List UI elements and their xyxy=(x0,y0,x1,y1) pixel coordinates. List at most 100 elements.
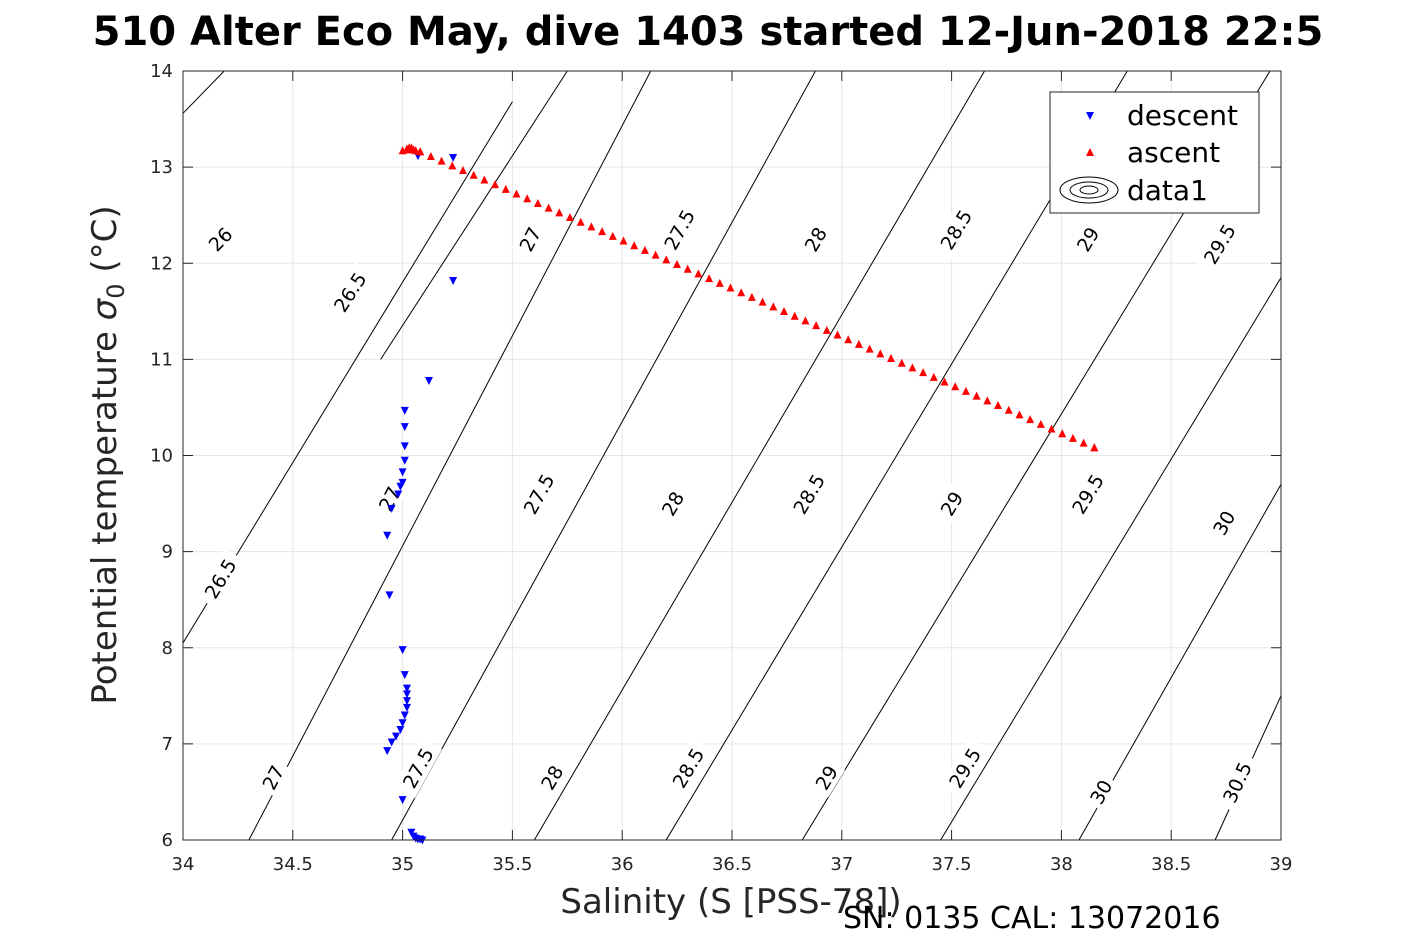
contour-label-bg xyxy=(533,757,571,798)
ascent-point xyxy=(1036,419,1045,428)
ascent-point xyxy=(790,311,799,320)
y-tick-label: 7 xyxy=(162,734,173,755)
ascent-point xyxy=(929,372,938,381)
x-tick-label: 39 xyxy=(1270,854,1293,875)
ascent-point xyxy=(469,170,478,179)
contour-label-bg xyxy=(195,548,246,609)
descent-point xyxy=(392,732,401,741)
contour-label-group: 30 xyxy=(1082,772,1120,812)
descent-point xyxy=(402,690,411,699)
ascent-point xyxy=(555,208,564,217)
ascent-point xyxy=(426,151,435,160)
descent-point xyxy=(402,703,411,712)
x-tick-label: 38.5 xyxy=(1151,854,1191,875)
descent-point xyxy=(398,719,407,728)
ascent-point xyxy=(598,227,607,236)
contour-line-26.5 xyxy=(380,70,568,360)
descent-point xyxy=(400,671,409,680)
contour-label-bg xyxy=(940,737,990,799)
ascent-point xyxy=(533,198,542,207)
contour-line-29.5 xyxy=(940,277,1282,841)
x-tick-label: 38 xyxy=(1050,854,1073,875)
y-tick-label: 9 xyxy=(162,542,173,563)
y-tick-label: 12 xyxy=(150,253,173,274)
legend-ascent-label: ascent xyxy=(1127,136,1220,169)
contour-line-26.5 xyxy=(182,101,513,644)
ascent-point xyxy=(983,396,992,405)
ascent-point xyxy=(887,354,896,363)
legend-ascent-marker xyxy=(1086,148,1094,156)
ascent-point xyxy=(630,241,639,250)
ascent-point xyxy=(715,278,724,287)
ascent-point xyxy=(448,161,457,170)
descent-point xyxy=(449,277,458,286)
y-tick-label: 8 xyxy=(162,638,173,659)
serial-calibration-note: SN: 0135 CAL: 13072016 xyxy=(843,901,1221,936)
ascent-point xyxy=(458,166,467,175)
ascent-point xyxy=(1047,424,1056,433)
contour-label-bg xyxy=(1194,213,1245,275)
x-tick-label: 37.5 xyxy=(932,854,972,875)
ascent-point xyxy=(769,302,778,311)
descent-point xyxy=(396,482,405,491)
descent-point xyxy=(387,738,396,747)
ascent-point xyxy=(726,283,735,292)
descent-point xyxy=(449,154,458,163)
y-tick-label: 6 xyxy=(162,830,173,851)
ascent-point xyxy=(480,175,489,184)
y-tick-label: 14 xyxy=(150,61,173,82)
x-tick-label: 36.5 xyxy=(712,854,752,875)
contour-line-27.5 xyxy=(391,70,816,841)
ascent-point xyxy=(501,184,510,193)
ascent-point xyxy=(854,339,863,348)
contour-label-bg xyxy=(807,757,845,798)
ascent-point xyxy=(1058,429,1067,438)
descent-point xyxy=(398,646,407,655)
x-tick-label: 36 xyxy=(611,854,634,875)
contour-label-bg xyxy=(655,199,704,260)
ascent-point xyxy=(844,335,853,344)
contour-label-bg xyxy=(797,219,834,260)
ascent-point xyxy=(972,391,981,400)
legend-contour-marker xyxy=(1059,176,1119,204)
ascent-point xyxy=(812,321,821,330)
ascent-point xyxy=(940,377,949,386)
ascent-point xyxy=(1068,433,1077,442)
contour-label-bg xyxy=(663,737,713,799)
ascent-point xyxy=(565,213,574,222)
legend: descent ascent data1 xyxy=(1049,91,1260,214)
descent-point xyxy=(400,442,409,451)
descent-point xyxy=(383,531,392,540)
contour-label-bg xyxy=(1062,463,1113,525)
ascent-point xyxy=(683,264,692,273)
data-series xyxy=(383,143,1099,845)
y-axis-label: Potential temperature σ0 (°C) xyxy=(85,205,130,704)
descent-point xyxy=(383,747,392,756)
descent-point xyxy=(387,504,396,513)
descent-point xyxy=(400,456,409,465)
ascent-point xyxy=(544,203,553,212)
ascent-point xyxy=(1079,438,1088,447)
x-axis-label: Salinity (S [PSS-78]) xyxy=(560,882,901,922)
ascent-point xyxy=(405,143,414,152)
ascent-point xyxy=(491,180,500,189)
ascent-point xyxy=(801,316,810,325)
y-tick-label: 11 xyxy=(150,349,173,370)
contour-label-bg xyxy=(933,483,971,524)
contour-label-bg xyxy=(514,463,563,525)
ascent-point xyxy=(994,401,1003,410)
ascent-point xyxy=(672,260,681,269)
chart-title: 510 Alter Eco May, dive 1403 started 12-… xyxy=(93,9,1324,55)
legend-descent-label: descent xyxy=(1127,99,1238,132)
contour-line-27 xyxy=(248,70,652,841)
descent-point xyxy=(394,490,403,499)
x-tick-label: 35.5 xyxy=(492,854,532,875)
ascent-point xyxy=(651,250,660,259)
descent-point xyxy=(400,423,409,432)
x-tick-label: 37 xyxy=(830,854,853,875)
contour-label-bg xyxy=(200,219,241,260)
descent-point xyxy=(396,725,405,734)
ascent-point xyxy=(576,217,585,226)
ascent-point xyxy=(951,382,960,391)
